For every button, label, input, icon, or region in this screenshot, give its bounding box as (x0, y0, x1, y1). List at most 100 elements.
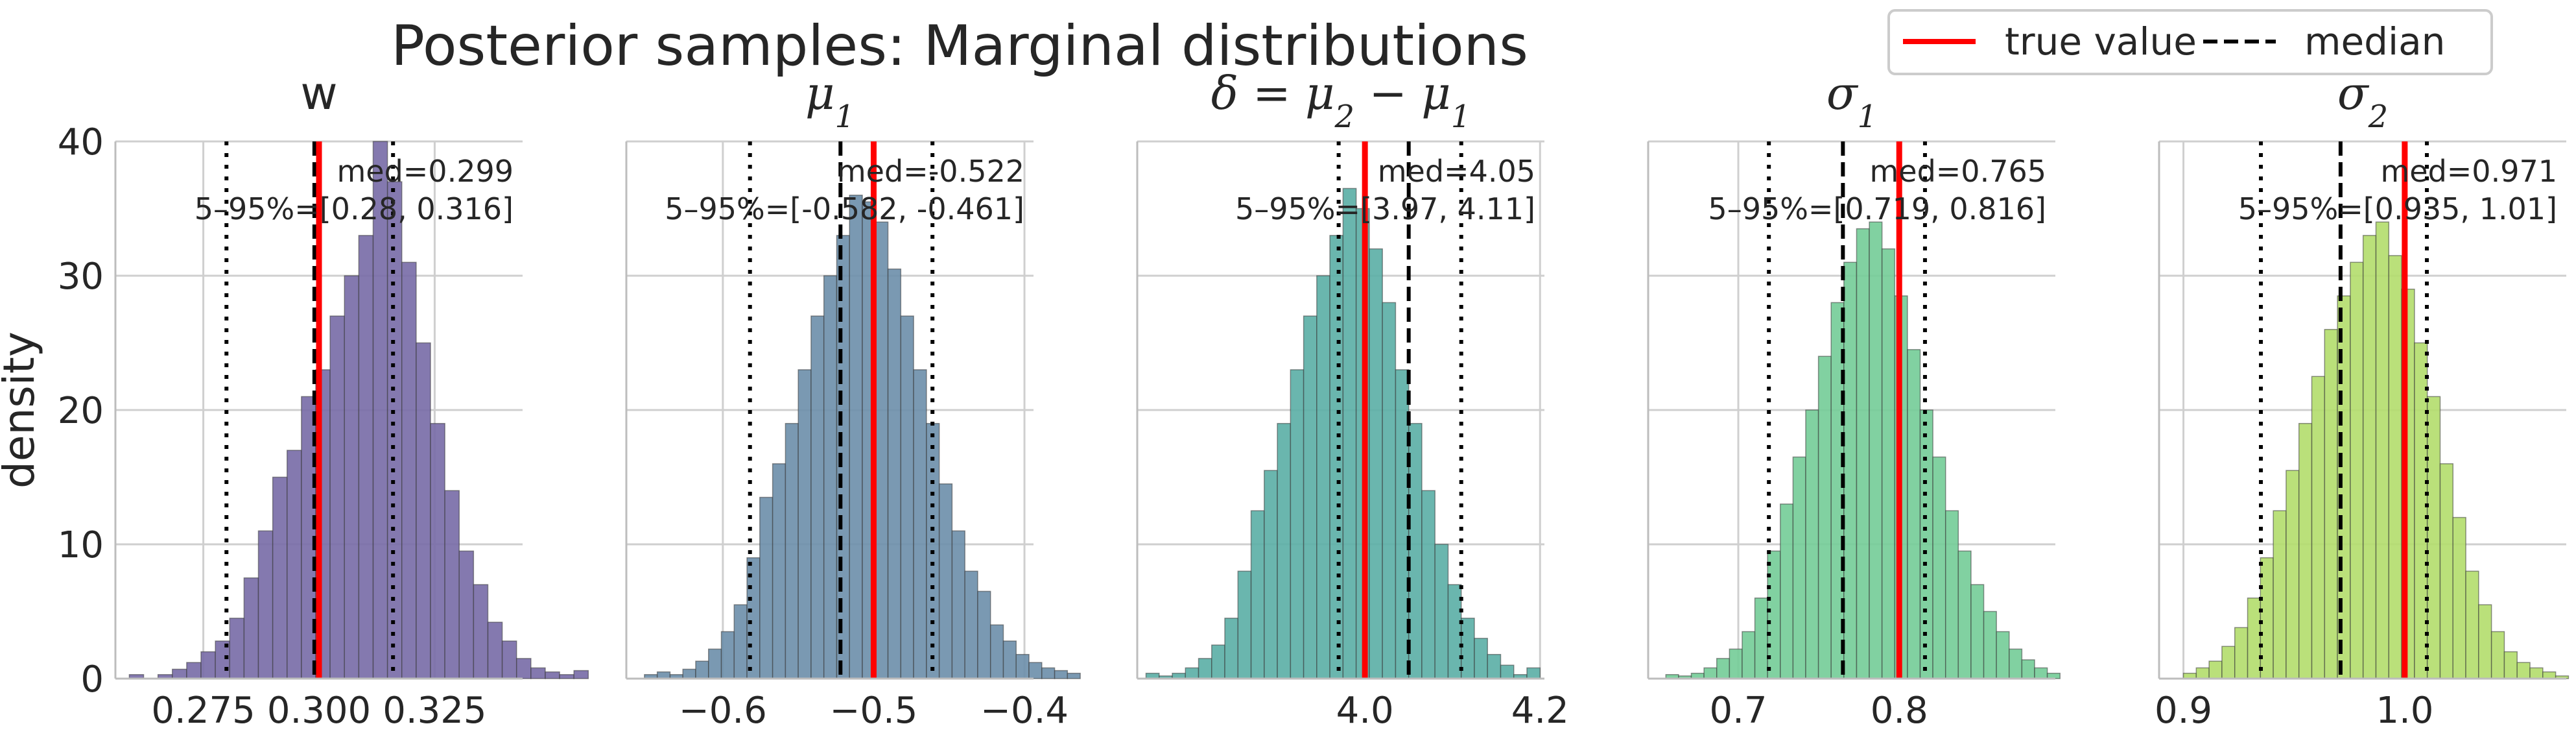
histogram-bar (1843, 261, 1858, 679)
histogram-bar (1369, 248, 1383, 679)
histogram-bar (200, 651, 216, 679)
histogram-bar (559, 674, 574, 679)
histogram-bar (1754, 598, 1768, 679)
histogram-bar (545, 671, 560, 679)
histogram-bar (656, 671, 671, 679)
x-tick-label: 0.300 (267, 690, 371, 732)
x-tick-label: 0.8 (1871, 690, 1928, 732)
histogram-bar (287, 450, 302, 679)
histogram-bar (1526, 667, 1541, 679)
y-tick-label: 10 (58, 524, 104, 566)
histogram-bar (1067, 672, 1081, 679)
histogram-bar (1434, 544, 1449, 679)
histogram-bar (473, 584, 489, 679)
panel-title-subscript: 1 (834, 99, 855, 135)
panel-title-symbol: σ (2337, 67, 2370, 120)
histogram-bar (1211, 644, 1225, 679)
y-tick-label: 20 (58, 390, 104, 432)
histogram-bar (386, 181, 403, 679)
y-tick-label: 40 (58, 121, 104, 163)
histogram-bar (344, 275, 360, 679)
histogram-bar (1805, 409, 1819, 679)
median-annotation: med=0.299 (337, 154, 514, 189)
panel-title-part: − μ (1354, 67, 1451, 120)
histogram-bar (875, 221, 889, 679)
x-tick-label: −0.4 (980, 690, 1069, 732)
histogram-bar (977, 590, 991, 679)
histogram-bar (682, 668, 696, 679)
histogram-bar (913, 369, 927, 679)
panel-title: σ2 (2337, 67, 2388, 135)
histogram-bar (257, 530, 274, 679)
histogram-bar (1028, 662, 1043, 679)
histogram-bar (1185, 667, 1199, 679)
histogram-bar (2247, 598, 2262, 679)
histogram-bar (1002, 640, 1017, 679)
histogram-bar (785, 422, 799, 679)
interval-annotation: 5–95%=[0.719, 0.816] (1708, 191, 2046, 226)
y-tick-label: 0 (80, 658, 104, 701)
interval-annotation: 5–95%=[0.28, 0.316] (195, 191, 514, 226)
panel-title-symbol: μ (805, 67, 835, 120)
histogram-bar (2286, 470, 2300, 679)
histogram-bar (1290, 369, 1305, 679)
panel-title-part: δ = μ (1211, 67, 1335, 120)
histogram-bar (1983, 610, 1997, 679)
histogram-bar (2298, 422, 2313, 679)
histogram-bar (989, 624, 1004, 679)
histogram-bar (1303, 315, 1318, 679)
histogram-bar (1767, 550, 1781, 679)
histogram-bar (2375, 221, 2390, 679)
histogram-bar (733, 604, 748, 679)
histogram-bar (759, 496, 774, 679)
histogram-bar (401, 261, 417, 679)
histogram-bar (1944, 510, 1959, 679)
histogram-bar (1957, 550, 1972, 679)
panel-title-symbol: σ (1826, 67, 1859, 120)
x-tick-label: 4.2 (1511, 690, 1569, 732)
median-annotation: med=-0.522 (837, 154, 1024, 189)
histogram-bar (2542, 671, 2557, 679)
histogram-bar (772, 463, 786, 679)
histogram-bar (1224, 618, 1239, 679)
histogram-bar (798, 369, 812, 679)
histogram-bar (1907, 349, 1921, 679)
panel-title: μ1 (805, 67, 855, 135)
panel-3: med=4.055–95%=[3.97, 4.11] 4.0 4.2 δ = μ2 −… (1136, 67, 1569, 732)
x-tick-label: 1.0 (2376, 690, 2433, 732)
histogram-bar (1342, 187, 1357, 679)
histogram-bar (1970, 584, 1985, 679)
histogram-bar (2221, 646, 2236, 679)
histogram-bar (2350, 261, 2364, 679)
histogram-bar (1395, 369, 1410, 679)
x-tick-label: 0.7 (1709, 690, 1767, 732)
histogram-bar (1487, 653, 1502, 679)
median-annotation: med=0.971 (2380, 154, 2557, 189)
histogram-bar (458, 550, 475, 679)
x-tick-label: 0.9 (2155, 690, 2212, 732)
histogram-bar (900, 315, 914, 679)
panel-title-subscript: 2 (2368, 99, 2389, 135)
interval-annotation: 5–95%=[3.97, 4.11] (1235, 191, 1535, 226)
legend-box (1887, 9, 2493, 75)
histogram-bar (1792, 456, 1806, 679)
histogram-bar (329, 315, 345, 679)
histogram-bar (2388, 255, 2402, 679)
legend-median-label: median (2304, 19, 2445, 64)
histogram-bar (1703, 667, 1718, 679)
histogram-bar (1881, 248, 1896, 679)
histogram-bar (186, 662, 202, 679)
histogram-bar (2478, 604, 2492, 679)
histogram-bar (229, 618, 245, 679)
histogram-bar (1919, 409, 1933, 679)
histogram-bar (951, 530, 965, 679)
histogram-bar (1932, 456, 1946, 679)
histogram-bar (1421, 490, 1436, 679)
histogram-bar (1716, 658, 1731, 679)
panel-title: δ = μ2 − μ1 (1211, 67, 1471, 135)
